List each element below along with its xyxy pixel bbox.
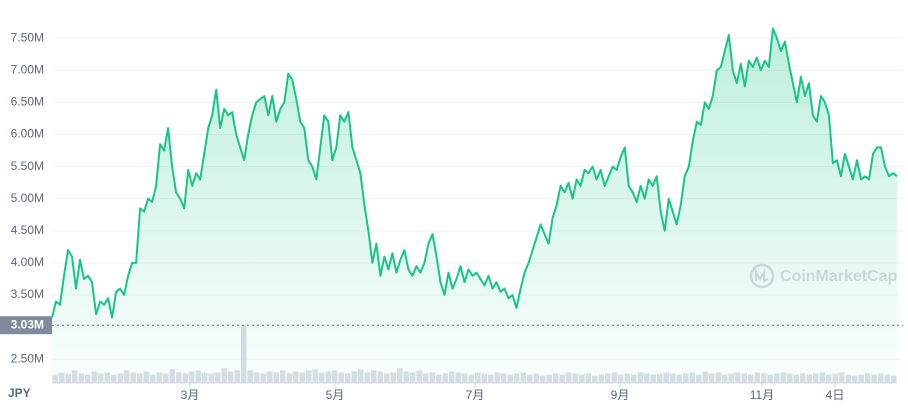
y-tick-label: 2.50M	[11, 351, 44, 365]
current-price-box	[0, 316, 52, 335]
y-tick-label: 5.00M	[11, 191, 44, 205]
y-tick-label: 7.00M	[11, 63, 44, 77]
watermark: CoinMarketCap	[749, 263, 898, 289]
watermark-logo-mark	[755, 268, 769, 283]
y-tick-label: 7.50M	[11, 30, 44, 44]
axes: 2.50M3.00M3.50M4.00M4.50M5.00M5.50M6.00M…	[0, 30, 903, 402]
price-area	[52, 28, 897, 383]
price-line	[51, 27, 898, 319]
area	[51, 27, 898, 383]
x-tick-label: 4日	[826, 388, 845, 402]
x-tick-label: 7月	[466, 388, 485, 402]
axis-label: JPY	[8, 386, 31, 400]
watermark-logo	[749, 263, 775, 289]
x-tick-label: 3月	[181, 388, 200, 402]
y-tick-label: 6.00M	[11, 127, 44, 141]
watermark-text: CoinMarketCap	[780, 268, 898, 285]
current-price-label: 3.03M	[11, 317, 44, 331]
y-tick-label: 6.50M	[11, 95, 44, 109]
y-tick-label: 5.50M	[11, 159, 44, 173]
x-tick-label: 5月	[326, 388, 345, 402]
y-tick-label: 4.50M	[11, 223, 44, 237]
y-tick-label: 4.00M	[11, 255, 44, 269]
x-tick-label: 9月	[611, 388, 630, 402]
x-tick-label: 11月	[750, 388, 774, 402]
y-tick-label: 3.50M	[11, 287, 44, 301]
